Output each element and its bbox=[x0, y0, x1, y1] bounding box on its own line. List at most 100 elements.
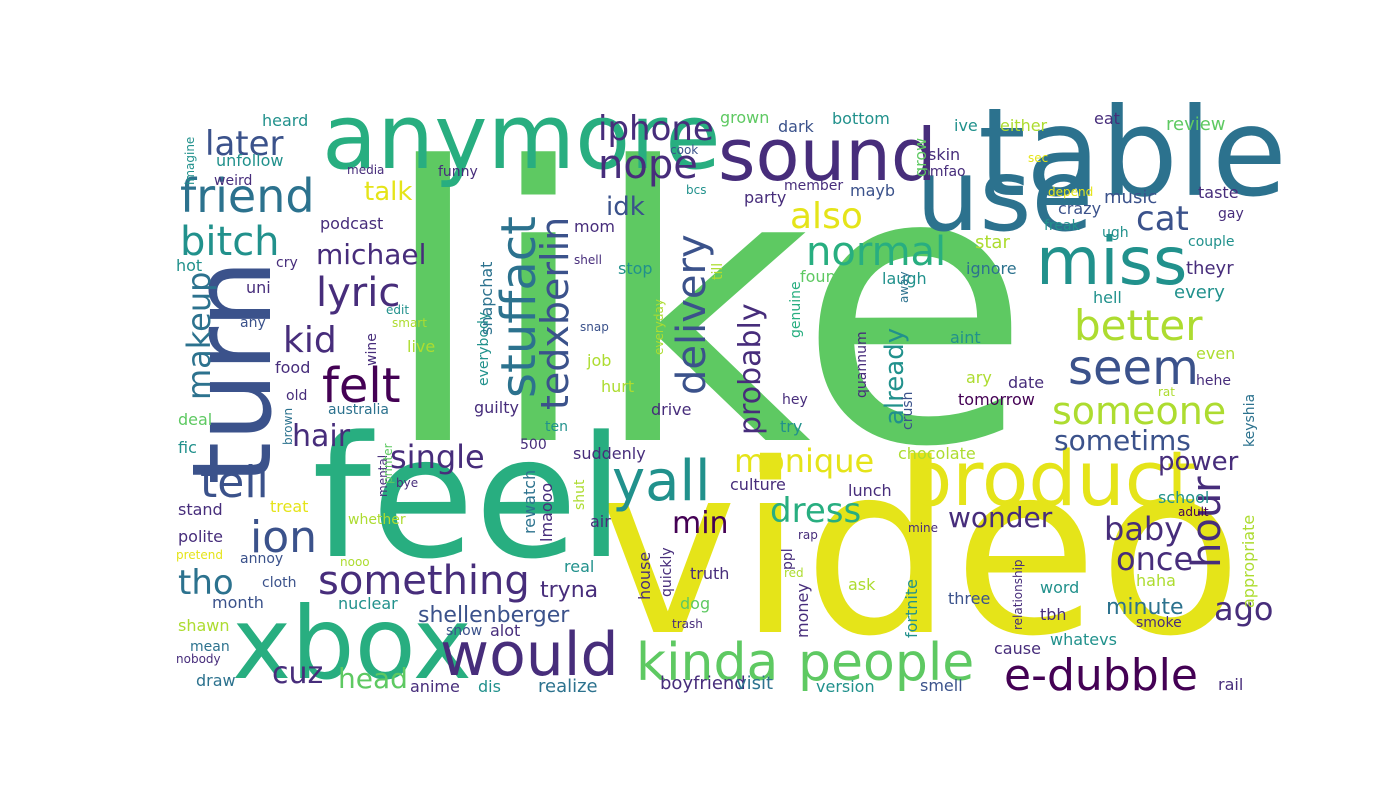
cloud-word-cook: cook bbox=[670, 143, 698, 157]
cloud-word-iphone: iphone bbox=[598, 109, 714, 149]
cloud-word-edit: edit bbox=[386, 303, 409, 317]
cloud-word-rat: rat bbox=[1158, 385, 1175, 399]
cloud-word-talk: talk bbox=[364, 177, 412, 207]
cloud-word-annoy: annoy bbox=[240, 551, 283, 567]
cloud-word-cuz: cuz bbox=[272, 656, 323, 691]
cloud-word-people: people bbox=[798, 633, 974, 693]
cloud-word-felt: felt bbox=[322, 358, 401, 414]
cloud-word-bcs: bcs bbox=[686, 183, 706, 197]
cloud-word-mom: mom bbox=[574, 217, 615, 236]
cloud-word-haha: haha bbox=[1136, 571, 1176, 590]
cloud-word-money: money bbox=[793, 583, 812, 638]
cloud-word-mayb: mayb bbox=[850, 181, 895, 200]
cloud-word-try: try bbox=[780, 417, 802, 436]
cloud-word-wine: wine bbox=[364, 333, 380, 366]
cloud-word-min: min bbox=[672, 506, 729, 541]
cloud-word-idk: idk bbox=[606, 192, 645, 222]
cloud-word-live: live bbox=[407, 337, 435, 356]
cloud-word-visit: visit bbox=[736, 673, 773, 694]
cloud-word-grow: grow bbox=[911, 138, 930, 177]
cloud-word-stop: stop bbox=[618, 259, 653, 278]
cloud-word-hurt: hurt bbox=[601, 377, 634, 396]
cloud-word-unfollow: unfollow bbox=[216, 151, 283, 170]
cloud-word-head: head bbox=[338, 662, 408, 695]
cloud-word-month: month bbox=[212, 593, 264, 612]
cloud-word-delivery: delivery bbox=[669, 234, 715, 395]
cloud-word-hehe: hehe bbox=[1196, 373, 1231, 389]
cloud-word-smell: smell bbox=[920, 676, 963, 695]
cloud-word-every: every bbox=[1174, 282, 1225, 303]
cloud-word-kid: kid bbox=[283, 320, 337, 361]
cloud-word-air: air bbox=[590, 512, 611, 531]
cloud-word-old: old bbox=[286, 388, 307, 404]
cloud-word-wonder: wonder bbox=[948, 501, 1053, 534]
cloud-word-media: media bbox=[347, 163, 384, 177]
cloud-word-once: once bbox=[1116, 540, 1193, 578]
cloud-word-nope: nope bbox=[598, 142, 698, 188]
cloud-word-depend: depend bbox=[1048, 185, 1093, 199]
cloud-word-truth: truth bbox=[690, 564, 729, 583]
cloud-word-tedxberlin: tedxberlin bbox=[533, 217, 577, 410]
cloud-word-ten: ten bbox=[545, 419, 568, 435]
cloud-word-miss: miss bbox=[1036, 223, 1187, 300]
cloud-word-nobody: nobody bbox=[176, 652, 221, 666]
cloud-word-later: later bbox=[205, 124, 284, 164]
cloud-word-seem: seem bbox=[1068, 340, 1199, 396]
cloud-word-hey: hey bbox=[782, 392, 808, 408]
cloud-word-guilty: guilty bbox=[474, 398, 519, 417]
cloud-word-already: already bbox=[880, 328, 910, 425]
cloud-word-whatevs: whatevs bbox=[1050, 630, 1117, 649]
cloud-word-tell: tell bbox=[200, 457, 269, 508]
cloud-word-three: three bbox=[948, 589, 990, 608]
cloud-word-podcast: podcast bbox=[320, 214, 383, 233]
cloud-word-suddenly: suddenly bbox=[573, 444, 646, 463]
cloud-word-house: house bbox=[635, 552, 654, 600]
cloud-word-skin: skin bbox=[928, 145, 960, 164]
cloud-word-stand: stand bbox=[178, 500, 223, 519]
cloud-word-realize: realize bbox=[538, 676, 598, 697]
cloud-word-polite: polite bbox=[178, 527, 223, 546]
cloud-word-nooo: nooo bbox=[340, 555, 370, 569]
cloud-word-heard: heard bbox=[262, 111, 308, 130]
cloud-word-baby: baby bbox=[1104, 510, 1183, 548]
cloud-word-friend: friend bbox=[180, 169, 315, 223]
cloud-word-dis: dis bbox=[478, 677, 501, 696]
cloud-word-genuine: genuine bbox=[788, 281, 804, 338]
cloud-word-party: party bbox=[744, 188, 786, 207]
cloud-word-trash: trash bbox=[672, 617, 703, 631]
cloud-word-sometims: sometims bbox=[1054, 424, 1191, 457]
cloud-word-theyr: theyr bbox=[1186, 258, 1234, 279]
cloud-word-nuclear: nuclear bbox=[338, 594, 398, 613]
cloud-word-crush: crush bbox=[900, 392, 916, 431]
cloud-word-hair: hair bbox=[292, 419, 351, 454]
cloud-word-shellenberger: shellenberger bbox=[418, 603, 570, 628]
cloud-word-ask: ask bbox=[848, 575, 876, 594]
cloud-word-hell: hell bbox=[1093, 288, 1122, 307]
cloud-word-freak: freak bbox=[1044, 218, 1081, 234]
cloud-word-ion: ion bbox=[250, 512, 317, 563]
cloud-word-shell: shell bbox=[574, 253, 602, 267]
cloud-word-found: found bbox=[800, 267, 846, 286]
cloud-word-snap: snap bbox=[580, 320, 609, 334]
cloud-word-cat: cat bbox=[1136, 199, 1189, 239]
cloud-word-pretend: pretend bbox=[176, 548, 223, 562]
cloud-word-till: till bbox=[710, 263, 726, 280]
cloud-word-chocolate: chocolate bbox=[898, 444, 976, 463]
cloud-word-also: also bbox=[790, 196, 863, 237]
cloud-word-mean: mean bbox=[190, 639, 230, 655]
cloud-word-hour: hour bbox=[1184, 476, 1230, 568]
cloud-word-review: review bbox=[1166, 114, 1226, 135]
cloud-word-lunch: lunch bbox=[848, 481, 892, 500]
cloud-word-food: food bbox=[275, 358, 310, 377]
cloud-word-shut: shut bbox=[572, 479, 588, 510]
cloud-word-dog: dog bbox=[680, 594, 710, 613]
cloud-word-smart: smart bbox=[392, 316, 427, 330]
cloud-word-cause: cause bbox=[994, 639, 1041, 658]
cloud-word-australia: australia bbox=[328, 402, 389, 418]
cloud-word-monique: monique bbox=[734, 442, 874, 480]
cloud-word-member: member bbox=[784, 178, 843, 194]
cloud-word-turn: turn bbox=[168, 259, 296, 485]
cloud-word-uni: uni bbox=[246, 278, 271, 297]
cloud-word-someone: someone bbox=[1052, 389, 1226, 433]
cloud-word-word: word bbox=[1040, 578, 1079, 597]
